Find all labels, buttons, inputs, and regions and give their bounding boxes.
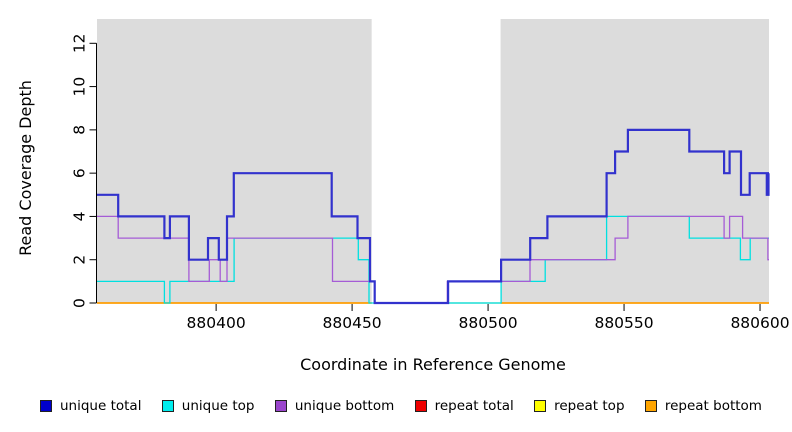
legend-swatch-repeat-total xyxy=(414,400,427,412)
legend-item-unique-total: unique total xyxy=(40,398,141,414)
x-tick-label: 880600 xyxy=(730,314,789,332)
legend: unique total unique top unique bottom repea… xyxy=(40,398,762,414)
legend-item-unique-bottom: unique bottom xyxy=(274,398,395,414)
legend-label: repeat top xyxy=(554,398,625,414)
legend-swatch-unique-total xyxy=(40,400,52,412)
y-tick-label: 0 xyxy=(71,298,89,308)
legend-label: repeat bottom xyxy=(664,398,762,414)
legend-swatch-unique-top xyxy=(161,400,174,412)
x-tick-label: 880500 xyxy=(458,314,517,332)
x-tick-label: 880450 xyxy=(323,314,382,332)
legend-item-repeat-total: repeat total xyxy=(414,398,514,414)
series-unique-total xyxy=(97,128,770,305)
y-axis-title: Read Coverage Depth xyxy=(16,80,35,256)
y-tick-label: 12 xyxy=(71,33,89,53)
legend-label: unique total xyxy=(60,398,142,414)
series-unique-top xyxy=(97,215,769,304)
legend-item-repeat-bottom: repeat bottom xyxy=(644,398,762,414)
legend-swatch-repeat-bottom xyxy=(644,400,657,412)
legend-label: unique bottom xyxy=(294,398,395,414)
legend-label: repeat total xyxy=(434,398,514,414)
y-tick-label: 2 xyxy=(71,255,89,265)
y-tick-label: 8 xyxy=(71,125,89,135)
x-axis-title: Coordinate in Reference Genome xyxy=(300,355,566,374)
x-tick-label: 880550 xyxy=(594,314,653,332)
y-tick-label: 10 xyxy=(71,77,89,97)
legend-item-unique-top: unique top xyxy=(161,398,255,414)
legend-item-repeat-top: repeat top xyxy=(534,398,625,414)
legend-swatch-unique-bottom xyxy=(274,400,287,412)
coverage-gap-band xyxy=(371,19,501,303)
plot-generated-content: 0 2 4 6 8 10 12 880400 880450 880500 880550 880600 xyxy=(71,19,790,332)
legend-swatch-repeat-top xyxy=(534,400,547,412)
y-tick-label: 6 xyxy=(71,168,89,178)
y-tick-label: 4 xyxy=(71,211,89,221)
legend-label: unique top xyxy=(181,398,255,414)
x-tick-label: 880400 xyxy=(187,314,246,332)
